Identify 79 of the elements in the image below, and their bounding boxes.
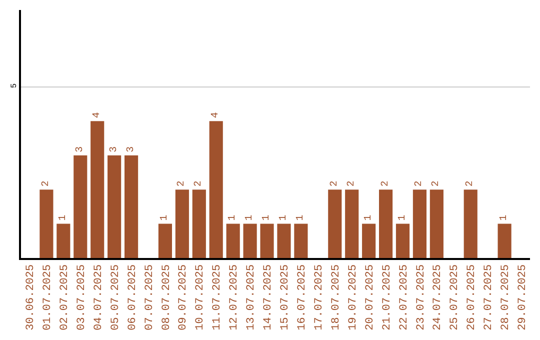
data-label: 1 <box>278 214 290 221</box>
data-label: 2 <box>414 180 426 187</box>
x-tick-label: 04.07.2025 <box>92 264 105 330</box>
x-tick-label: 27.07.2025 <box>483 264 496 330</box>
y-tick-label: 5 <box>10 83 19 88</box>
x-tick-label: 08.07.2025 <box>160 264 173 330</box>
x-tick-label: 22.07.2025 <box>398 264 410 330</box>
data-label: 1 <box>58 214 69 221</box>
data-label: 2 <box>176 180 188 187</box>
x-tick-label: 03.07.2025 <box>76 264 88 330</box>
x-tick-label: 19.07.2025 <box>347 264 360 330</box>
x-tick-label: 12.07.2025 <box>228 264 241 330</box>
bar <box>412 190 426 258</box>
x-tick-label: 05.07.2025 <box>110 264 122 330</box>
data-label: 1 <box>363 214 374 221</box>
data-label: 4 <box>92 112 103 118</box>
bar <box>294 224 308 258</box>
bar <box>362 224 376 258</box>
bar <box>74 155 88 258</box>
x-tick-label: 11.07.2025 <box>212 264 224 330</box>
data-label: 4 <box>210 112 222 118</box>
bar <box>226 224 240 258</box>
bar <box>108 155 122 258</box>
x-tick-label: 14.07.2025 <box>262 264 275 330</box>
data-label: 1 <box>228 214 239 221</box>
x-tick-label: 23.07.2025 <box>415 264 428 330</box>
data-label: 1 <box>160 214 171 221</box>
bar <box>328 190 342 258</box>
bar <box>379 190 393 258</box>
bar <box>260 224 274 258</box>
x-tick-label: 30.06.2025 <box>25 264 38 330</box>
data-label: 2 <box>346 180 358 187</box>
bar <box>498 224 512 258</box>
bar <box>396 224 410 258</box>
data-label: 2 <box>465 180 476 187</box>
data-label: 1 <box>295 214 306 221</box>
bar <box>56 224 70 258</box>
data-label: 1 <box>397 214 408 221</box>
x-tick-label: 13.07.2025 <box>246 264 258 330</box>
bar <box>464 190 478 258</box>
data-label: 2 <box>329 180 340 187</box>
data-label: 1 <box>262 214 273 221</box>
x-tick-label: 09.07.2025 <box>178 264 190 330</box>
bar <box>209 121 223 258</box>
bar <box>124 155 138 258</box>
bar <box>430 190 444 258</box>
x-tick-label: 02.07.2025 <box>58 264 71 330</box>
bar <box>175 190 189 258</box>
x-tick-label: 25.07.2025 <box>449 264 462 330</box>
x-tick-label: 17.07.2025 <box>313 264 326 330</box>
x-tick-label: 26.07.2025 <box>466 264 478 330</box>
x-tick-label: 21.07.2025 <box>381 264 394 330</box>
bar <box>40 190 54 258</box>
bar <box>243 224 257 258</box>
x-tick-label: 07.07.2025 <box>144 264 156 330</box>
data-label: 1 <box>499 214 510 221</box>
x-tick-label: 10.07.2025 <box>194 264 207 330</box>
data-label: 2 <box>194 180 205 187</box>
data-label: 3 <box>108 146 120 152</box>
data-label: 2 <box>40 180 52 187</box>
bar <box>90 121 104 258</box>
x-tick-label: 16.07.2025 <box>296 264 309 330</box>
bar <box>158 224 172 258</box>
bar <box>345 190 359 258</box>
x-tick-label: 15.07.2025 <box>280 264 292 330</box>
data-label: 3 <box>126 146 137 152</box>
bar <box>192 190 206 258</box>
data-label: 2 <box>431 180 442 187</box>
bar <box>277 224 291 258</box>
x-tick-label: 24.07.2025 <box>432 264 444 330</box>
x-tick-label: 18.07.2025 <box>330 264 342 330</box>
x-tick-label: 01.07.2025 <box>42 264 54 330</box>
x-tick-label: 29.07.2025 <box>517 264 530 330</box>
x-tick-label: 06.07.2025 <box>126 264 139 330</box>
data-label: 2 <box>380 180 392 187</box>
x-tick-label: 20.07.2025 <box>364 264 376 330</box>
data-label: 1 <box>244 214 256 221</box>
data-label: 3 <box>74 146 86 152</box>
x-tick-label: 28.07.2025 <box>500 264 512 330</box>
